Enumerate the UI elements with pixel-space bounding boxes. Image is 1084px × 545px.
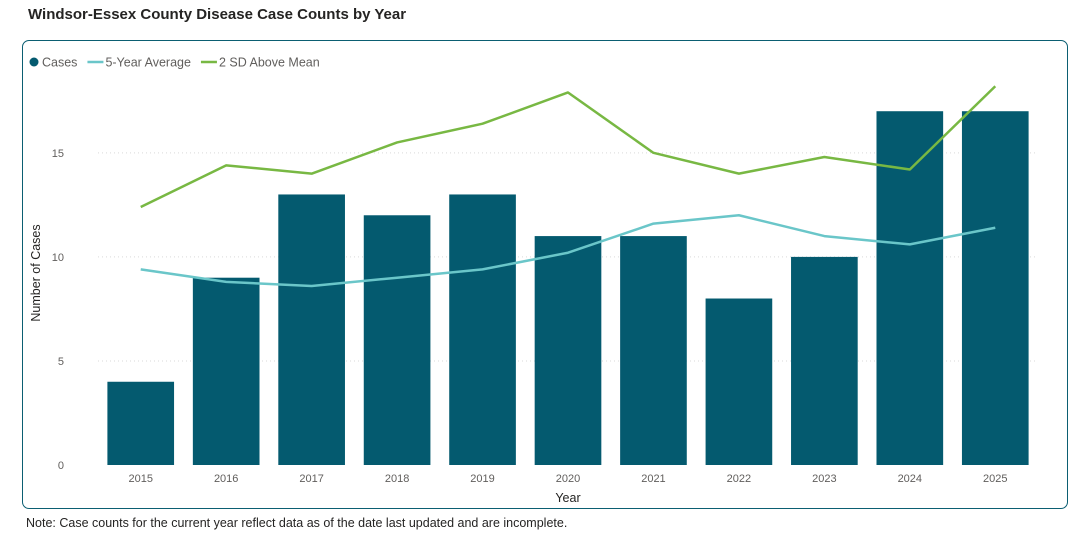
legend-label: Cases	[42, 56, 77, 70]
x-tick-label: 2021	[641, 473, 665, 485]
x-tick-label: 2020	[556, 473, 580, 485]
y-tick-label: 5	[58, 356, 64, 368]
legend-label: 2 SD Above Mean	[219, 56, 320, 70]
bar-2025[interactable]	[961, 111, 1029, 465]
legend-marker-cases	[29, 57, 39, 67]
x-tick-label: 2022	[727, 473, 751, 485]
legend-label: 5-Year Average	[105, 56, 191, 70]
x-axis-ticks: 2015 2016 2017 2018 2019 2020 2021 2022 2023 2024…	[128, 473, 1007, 485]
bar-2015[interactable]	[107, 381, 175, 465]
bar-2022[interactable]	[705, 298, 773, 465]
x-tick-label: 2024	[898, 473, 922, 485]
x-tick-label: 2015	[128, 473, 152, 485]
x-tick-label: 2016	[214, 473, 238, 485]
x-tick-label: 2018	[385, 473, 409, 485]
bar-2023[interactable]	[791, 256, 858, 465]
footnote: Note: Case counts for the current year r…	[26, 516, 568, 530]
bar-2024[interactable]	[876, 111, 944, 465]
bars	[107, 111, 1029, 465]
bar-2018[interactable]	[363, 215, 431, 465]
x-axis-title: Year	[555, 491, 580, 505]
x-tick-label: 2017	[299, 473, 323, 485]
bar-2016[interactable]	[192, 277, 260, 465]
bar-2020[interactable]	[534, 236, 602, 465]
y-axis-ticks: 0 5 10 15	[52, 148, 64, 472]
x-tick-label: 2019	[470, 473, 494, 485]
legend: Cases 5-Year Average 2 SD Above Mean	[29, 56, 320, 70]
y-axis-title: Number of Cases	[29, 224, 43, 321]
bar-2021[interactable]	[620, 236, 687, 465]
x-tick-label: 2023	[812, 473, 836, 485]
series-lines	[140, 85, 997, 288]
chart-title: Windsor-Essex County Disease Case Counts…	[28, 6, 407, 23]
line-2-sd-above-mean[interactable]	[140, 85, 997, 209]
line-5-year-average[interactable]	[140, 214, 996, 288]
y-tick-label: 0	[58, 460, 64, 472]
x-tick-label: 2025	[983, 473, 1007, 485]
y-tick-label: 15	[52, 148, 64, 160]
bar-2017[interactable]	[278, 194, 345, 465]
bar-2019[interactable]	[449, 194, 516, 465]
y-tick-label: 10	[52, 252, 64, 264]
